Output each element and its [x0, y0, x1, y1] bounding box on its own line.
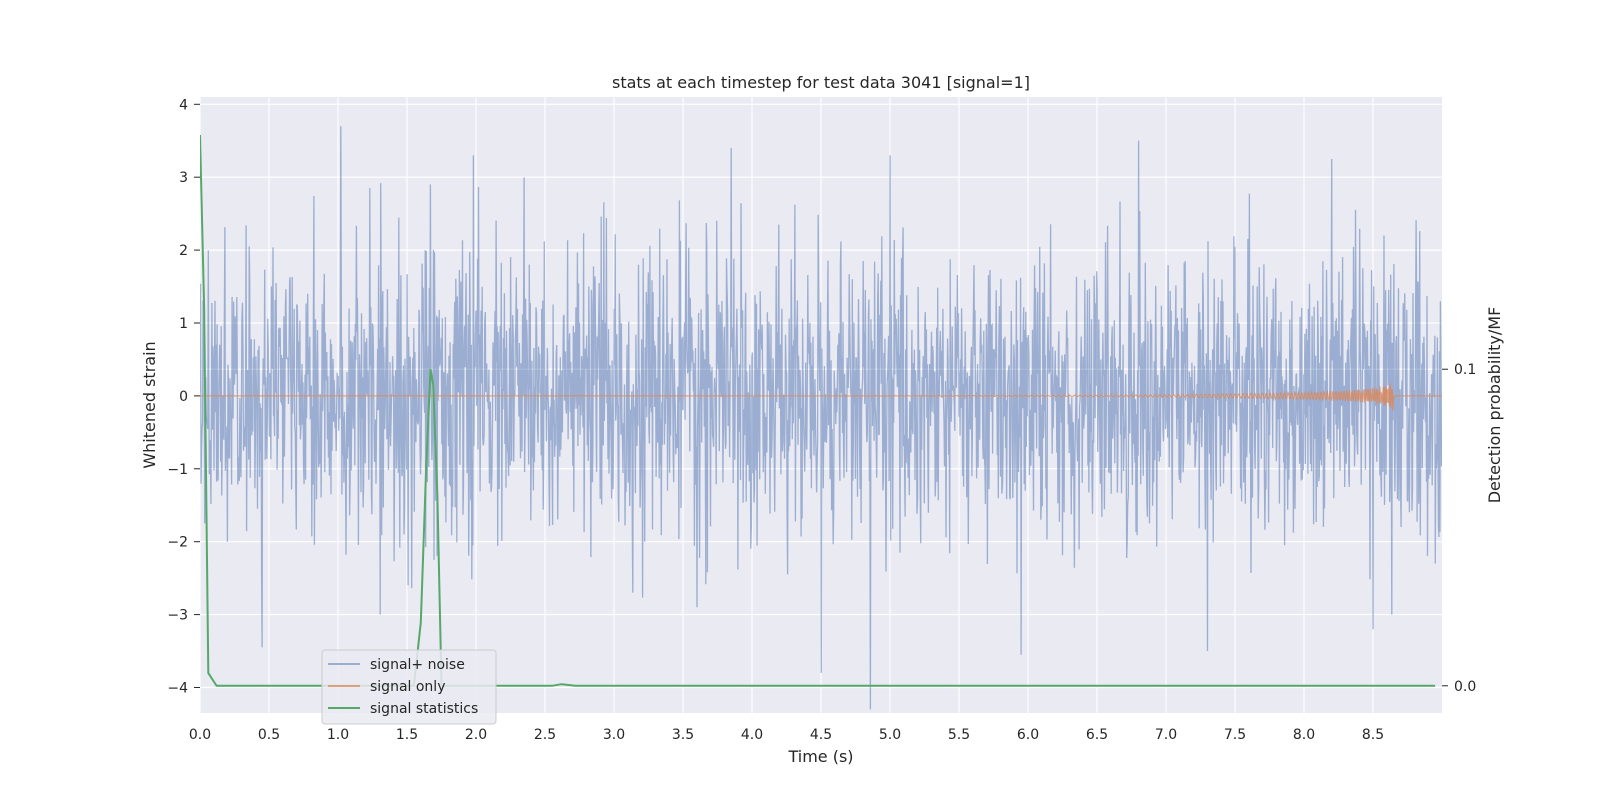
x-tick-label: 6.5 — [1086, 727, 1108, 743]
x-tick-label: 5.0 — [879, 727, 901, 743]
x-tick-label: 6.0 — [1017, 727, 1039, 743]
x-tick-label: 7.0 — [1155, 727, 1177, 743]
x-axis-label: Time (s) — [787, 747, 853, 766]
y-tick-label: 2 — [179, 243, 188, 259]
y-tick-label: 0 — [179, 389, 188, 405]
series-layer — [200, 126, 1442, 710]
series-signal-only — [200, 383, 1442, 411]
x-tick-label: 7.5 — [1224, 727, 1246, 743]
x-tick-label: 3.5 — [672, 727, 694, 743]
x-tick-label: 8.5 — [1362, 727, 1384, 743]
x-tick-label: 2.5 — [534, 727, 556, 743]
legend: signal+ noise signal only signal statist… — [321, 649, 497, 725]
legend-label-signal-only: signal only — [370, 679, 445, 695]
y-tick-label: −1 — [167, 462, 188, 478]
x-tick-label: 8.0 — [1293, 727, 1315, 743]
y-tick-label: 3 — [179, 170, 188, 186]
x-tick-label: 4.0 — [741, 727, 763, 743]
x-tick-label: 3.0 — [603, 727, 625, 743]
x-tick-label: 5.5 — [948, 727, 970, 743]
legend-label-signal-statistics: signal statistics — [370, 701, 478, 717]
y-axis-label: Whitened strain — [140, 341, 159, 468]
y2-axis-label: Detection probability/MF — [1485, 307, 1504, 504]
ticks: 0.0 0.5 1.0 1.5 2.0 2.5 3.0 3.5 4.0 4.5 5.0 5.5 6.0 6… — [167, 97, 1476, 743]
y-tick-label: 1 — [179, 316, 188, 332]
x-tick-label: 2.0 — [465, 727, 487, 743]
x-tick-label: 0.0 — [189, 727, 211, 743]
x-tick-label: 1.0 — [327, 727, 349, 743]
series-signal-statistics — [200, 134, 1436, 687]
y-tick-label: −2 — [167, 535, 188, 551]
y-tick-label: −4 — [167, 680, 188, 696]
x-tick-label: 4.5 — [810, 727, 832, 743]
y2-tick-label: 0.1 — [1454, 362, 1476, 378]
x-tick-label: 1.5 — [396, 727, 418, 743]
x-tick-label: 0.5 — [258, 727, 280, 743]
series-signal-noise — [200, 126, 1442, 710]
chart-title: stats at each timestep for test data 304… — [612, 73, 1030, 92]
y-tick-label: 4 — [179, 97, 188, 113]
y-tick-label: −3 — [167, 608, 188, 624]
y2-tick-label: 0.0 — [1454, 679, 1476, 695]
legend-label-signal-noise: signal+ noise — [370, 657, 465, 673]
legend-box — [321, 649, 497, 725]
